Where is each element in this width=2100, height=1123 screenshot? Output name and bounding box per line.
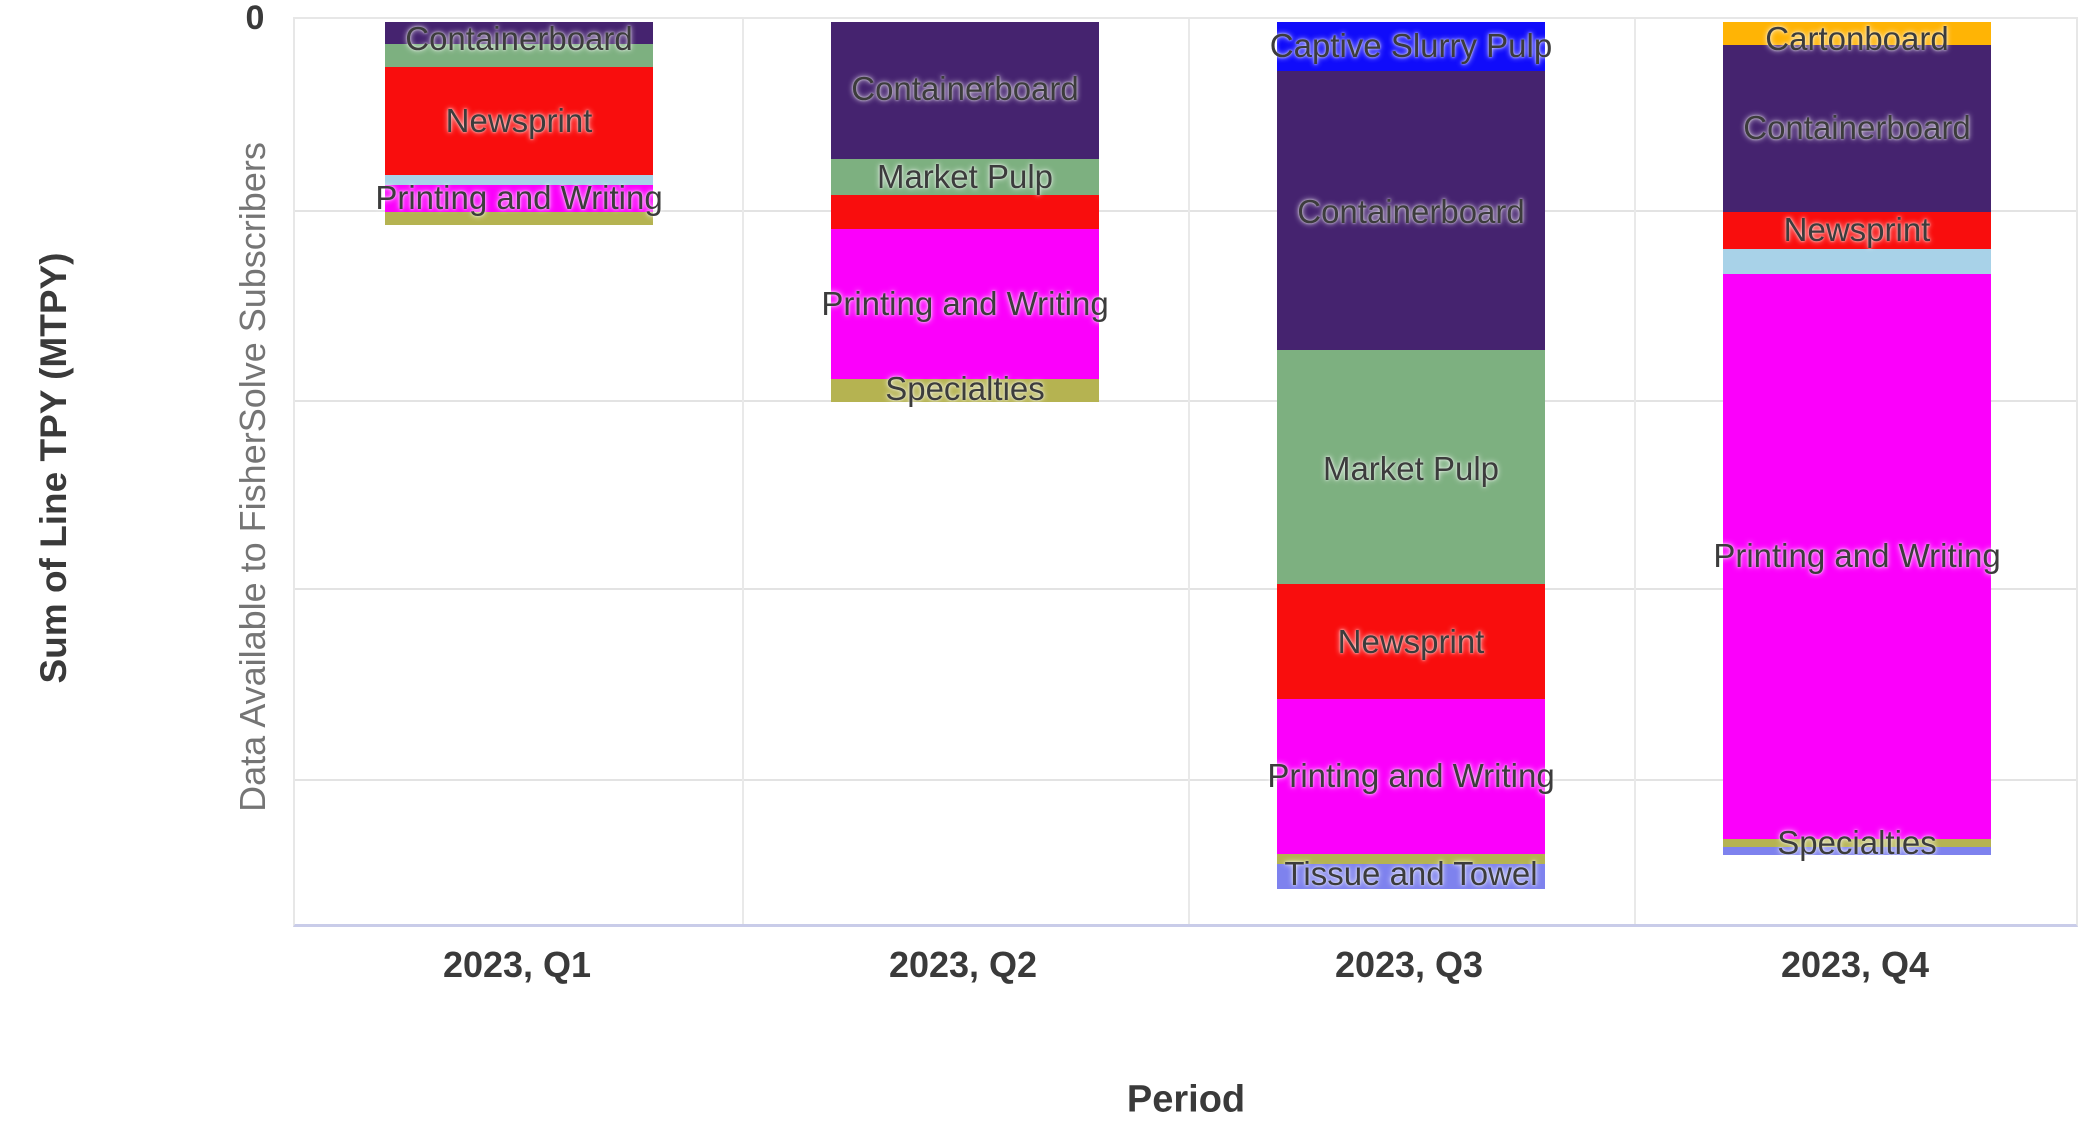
- y-tick-label-0: 0: [245, 0, 265, 37]
- bar-2023-q1: [385, 22, 653, 225]
- bar-segment-containerboard[interactable]: [831, 22, 1099, 159]
- bar-2023-q3: [1277, 22, 1545, 889]
- v-gridline-3: [1634, 19, 1636, 924]
- bar-2023-q2: [831, 22, 1099, 402]
- bar-segment-cartonboard[interactable]: [1723, 22, 1991, 45]
- bar-segment-captive-slurry-pulp[interactable]: [1277, 22, 1545, 71]
- bar-annotation: Containerboard: [405, 20, 633, 57]
- bar-segment-market-pulp[interactable]: [385, 44, 653, 67]
- bar-segment-unlabeled-lightblue[interactable]: [385, 175, 653, 185]
- bar-segment-specialties[interactable]: [1277, 854, 1545, 864]
- bar-annotation: Containerboard: [1743, 109, 1971, 146]
- h-gridline-4: [295, 779, 2076, 781]
- bar-annotation: Captive Slurry Pulp: [1269, 27, 1553, 64]
- bar-annotation: Newsprint: [1337, 623, 1485, 660]
- bar-annotation: Newsprint: [1783, 211, 1931, 248]
- bar-segment-containerboard[interactable]: [1723, 45, 1991, 212]
- bar-segment-printing-and-writing[interactable]: [385, 185, 653, 212]
- bar-segment-tissue-and-towel[interactable]: [1723, 847, 1991, 855]
- bar-segment-newsprint[interactable]: [385, 67, 653, 175]
- bar-segment-printing-and-writing[interactable]: [1723, 274, 1991, 839]
- bar-segment-market-pulp[interactable]: [1277, 350, 1545, 584]
- h-gridline-2: [295, 400, 2076, 402]
- bar-annotation: Printing and Writing: [821, 285, 1109, 322]
- bar-2023-q4: [1723, 22, 1991, 855]
- bar-annotation: Specialties: [885, 370, 1045, 407]
- y-axis-subtitle: Data Available to FisherSolve Subscriber…: [232, 142, 273, 812]
- v-gridline-1: [742, 19, 744, 924]
- bar-annotation: Specialties: [1777, 824, 1937, 861]
- bar-segment-printing-and-writing[interactable]: [1277, 699, 1545, 854]
- bar-segment-newsprint[interactable]: [831, 195, 1099, 229]
- bar-annotation: Printing and Writing: [1713, 537, 2001, 574]
- bar-annotation: Market Pulp: [876, 158, 1054, 195]
- bar-annotation: Printing and Writing: [1267, 757, 1555, 794]
- bar-annotation: Containerboard: [851, 70, 1079, 107]
- bar-segment-printing-and-writing[interactable]: [831, 229, 1099, 379]
- plot-area: Containerboard Newsprint Printing and Writ…: [293, 17, 2078, 927]
- h-gridline-1: [295, 210, 2076, 212]
- bar-annotation: Newsprint: [445, 102, 593, 139]
- bar-annotation: Tissue and Towel: [1284, 855, 1538, 892]
- bar-segment-containerboard[interactable]: [1277, 71, 1545, 350]
- bar-segment-newsprint[interactable]: [1723, 212, 1991, 249]
- bar-segment-tissue-and-towel[interactable]: [1277, 864, 1545, 889]
- bar-segment-unlabeled-lightblue[interactable]: [1723, 249, 1991, 274]
- bar-segment-specialties[interactable]: [385, 212, 653, 225]
- v-gridline-2: [1188, 19, 1190, 924]
- bar-segment-containerboard[interactable]: [385, 22, 653, 44]
- x-tick-2023-q4: 2023, Q4: [1780, 944, 1930, 985]
- bar-annotation: Cartonboard: [1765, 20, 1949, 57]
- x-tick-2023-q2: 2023, Q2: [888, 944, 1038, 985]
- bar-annotation: Containerboard: [1297, 193, 1525, 230]
- bar-segment-specialties[interactable]: [1723, 839, 1991, 847]
- h-gridline-3: [295, 588, 2076, 590]
- x-tick-2023-q1: 2023, Q1: [442, 944, 592, 985]
- bar-annotation: Market Pulp: [1322, 450, 1500, 487]
- x-axis-title: Period: [1126, 1078, 1246, 1121]
- bar-segment-market-pulp[interactable]: [831, 159, 1099, 195]
- bar-annotation: Printing and Writing: [375, 179, 663, 216]
- bar-segment-specialties[interactable]: [831, 379, 1099, 402]
- x-tick-2023-q3: 2023, Q3: [1334, 944, 1484, 985]
- y-axis-title: Sum of Line TPY (MTPY): [33, 252, 74, 684]
- bar-segment-newsprint[interactable]: [1277, 584, 1545, 699]
